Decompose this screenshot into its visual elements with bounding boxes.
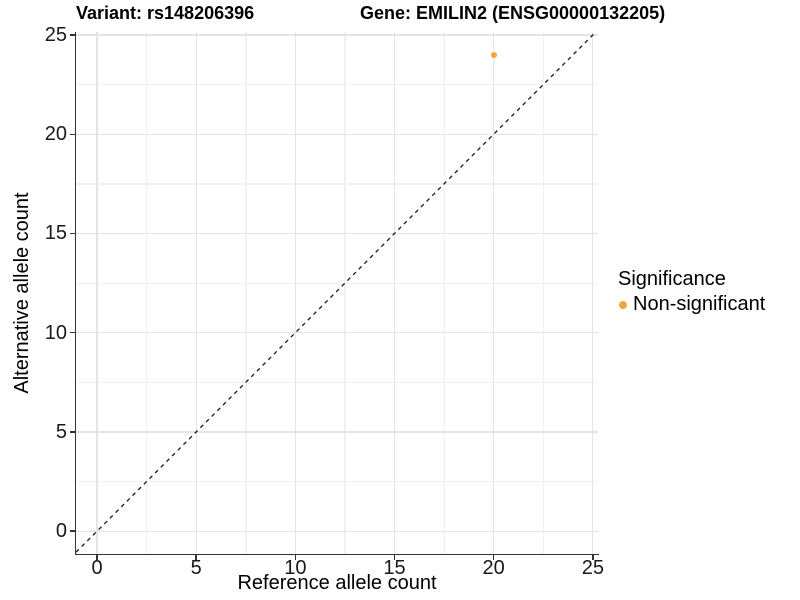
major-gridline-h bbox=[76, 133, 598, 135]
y-axis-tick bbox=[70, 331, 75, 334]
y-axis-tick bbox=[70, 34, 75, 36]
minor-gridline-h bbox=[76, 381, 598, 384]
legend-entry: Non-significant bbox=[618, 292, 765, 316]
legend: Significance Non-significant bbox=[618, 267, 765, 316]
y-tick-label: 25 bbox=[44, 23, 67, 46]
minor-gridline-h bbox=[76, 282, 598, 284]
major-gridline-h bbox=[76, 530, 598, 532]
y-axis-tick bbox=[70, 431, 75, 433]
y-axis-tick bbox=[70, 232, 75, 235]
x-axis-tick bbox=[492, 555, 495, 560]
x-tick-label: 10 bbox=[284, 557, 307, 579]
minor-gridline-v bbox=[443, 32, 445, 554]
x-axis-tick bbox=[96, 555, 98, 560]
major-gridline-v bbox=[393, 32, 396, 554]
minor-gridline-v bbox=[146, 32, 148, 554]
x-tick-label: 15 bbox=[383, 557, 406, 579]
x-axis-title: Reference allele count bbox=[237, 572, 437, 594]
minor-gridline-v bbox=[344, 32, 346, 554]
y-axis-line bbox=[74, 32, 77, 555]
plot-panel bbox=[76, 32, 598, 554]
legend-title: Significance bbox=[618, 268, 726, 290]
minor-gridline-v bbox=[245, 32, 247, 554]
identity-line-segment bbox=[76, 32, 597, 553]
x-tick-label: 0 bbox=[91, 557, 103, 579]
x-tick-label: 25 bbox=[581, 557, 604, 579]
x-axis-tick bbox=[294, 555, 297, 560]
major-gridline-h bbox=[76, 34, 598, 36]
major-gridline-h bbox=[76, 332, 598, 334]
legend-dot-icon bbox=[619, 301, 627, 309]
minor-gridline-v bbox=[542, 32, 545, 554]
y-tick-label: 0 bbox=[55, 520, 67, 543]
major-gridline-h bbox=[76, 431, 598, 433]
y-axis-title: Alternative allele count bbox=[11, 192, 33, 394]
minor-gridline-h bbox=[76, 183, 598, 185]
minor-gridline-h bbox=[76, 84, 598, 86]
x-axis-tick bbox=[592, 555, 594, 560]
major-gridline-v bbox=[195, 32, 197, 554]
x-axis-tick bbox=[195, 555, 197, 560]
legend-entry-label: Non-significant bbox=[633, 293, 766, 315]
x-tick-label: 20 bbox=[482, 557, 505, 579]
major-gridline-v bbox=[493, 32, 495, 554]
plot-title-gene: Gene: EMILIN2 (ENSG00000132205) bbox=[360, 3, 666, 23]
data-point bbox=[490, 51, 497, 58]
plot-title-variant: Variant: rs148206396 bbox=[76, 3, 255, 23]
y-axis-tick bbox=[70, 133, 75, 135]
y-axis-tick bbox=[70, 530, 75, 532]
x-axis-tick bbox=[393, 555, 396, 560]
identity-dashed-line bbox=[76, 32, 597, 553]
y-tick-label: 5 bbox=[55, 420, 67, 443]
major-gridline-h bbox=[76, 232, 598, 235]
y-tick-label: 15 bbox=[44, 222, 67, 245]
major-gridline-v bbox=[592, 32, 594, 554]
x-tick-label: 5 bbox=[190, 557, 202, 579]
major-gridline-v bbox=[96, 32, 98, 554]
y-tick-label: 20 bbox=[44, 123, 67, 146]
y-tick-label: 10 bbox=[44, 321, 67, 344]
minor-gridline-h bbox=[76, 481, 598, 483]
major-gridline-v bbox=[294, 32, 296, 554]
x-axis-line bbox=[74, 553, 599, 555]
